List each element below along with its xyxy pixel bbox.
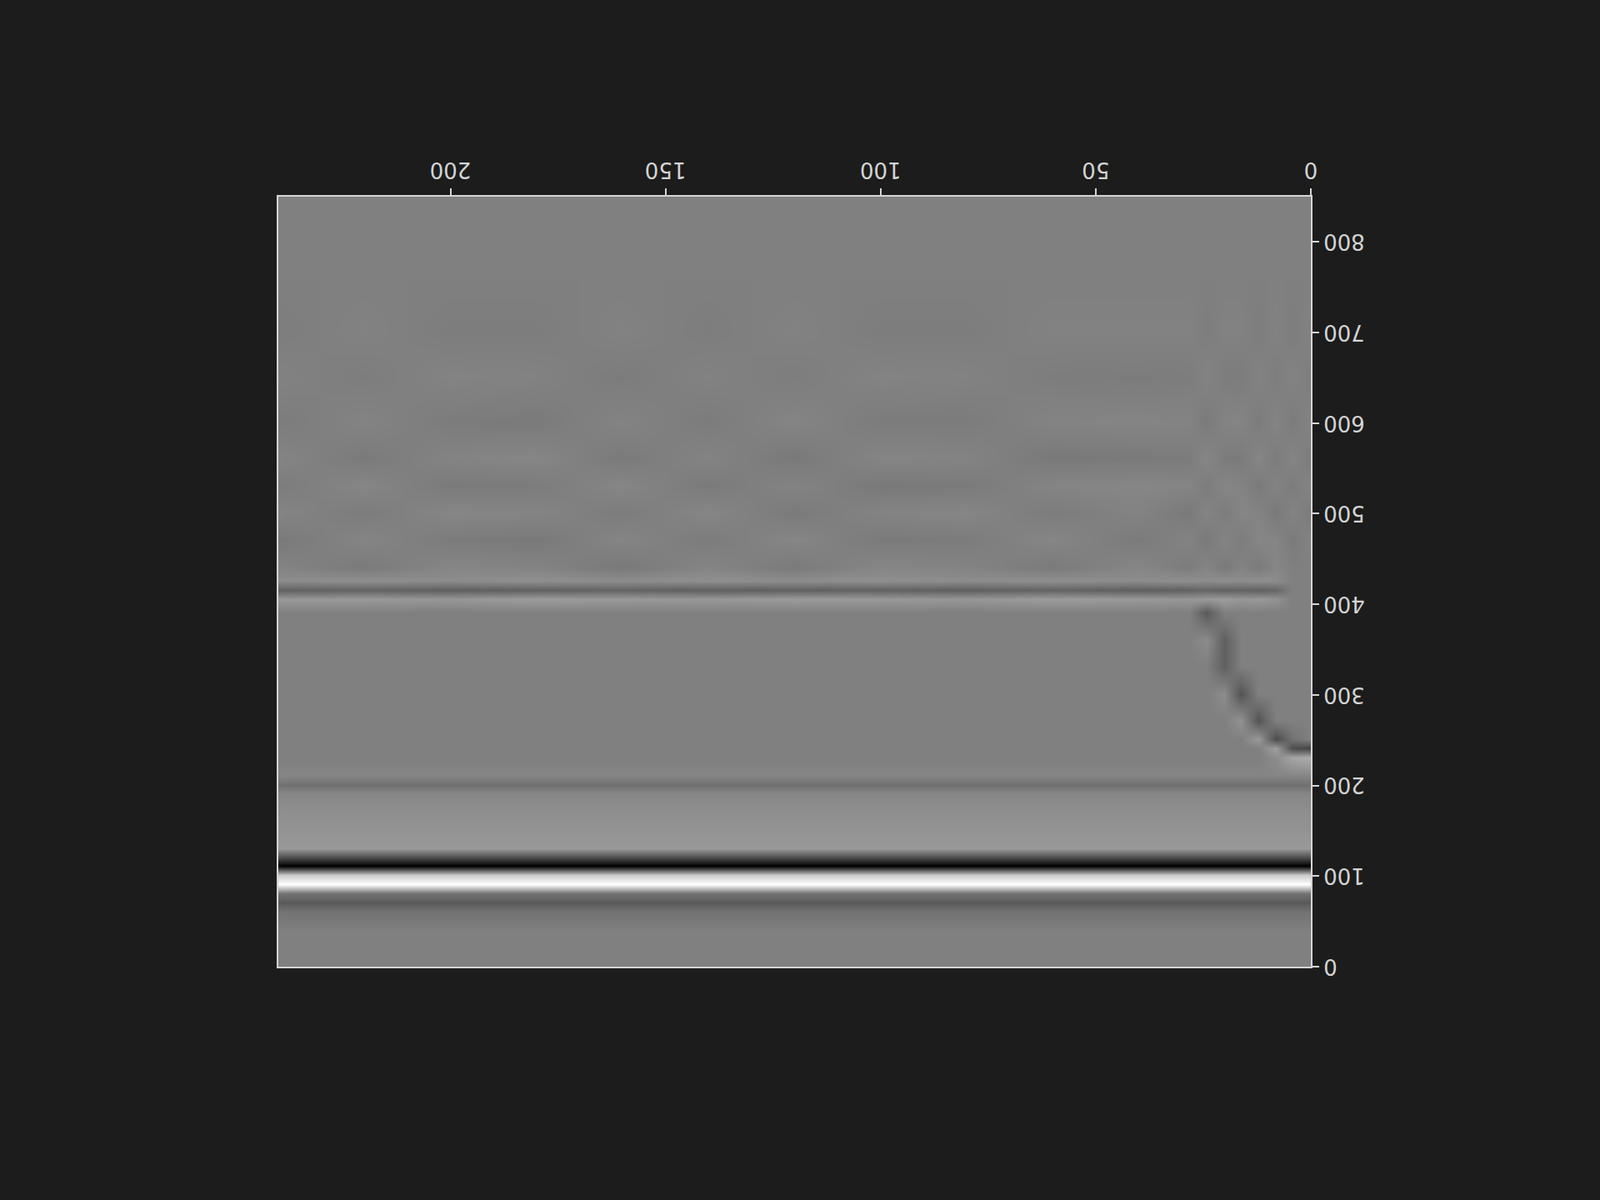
svg-text:600: 600 [1323,410,1365,436]
svg-text:200: 200 [1323,772,1365,798]
svg-text:400: 400 [1323,591,1365,617]
svg-text:150: 150 [645,157,687,183]
svg-text:50: 50 [1081,157,1110,183]
svg-text:500: 500 [1323,500,1365,526]
svg-text:200: 200 [430,157,472,183]
svg-text:300: 300 [1323,682,1365,708]
svg-text:800: 800 [1323,229,1365,255]
svg-text:100: 100 [1323,863,1365,889]
svg-text:0: 0 [1304,157,1319,183]
svg-text:0: 0 [1323,954,1338,980]
svg-text:100: 100 [860,157,902,183]
svg-text:700: 700 [1323,320,1365,345]
